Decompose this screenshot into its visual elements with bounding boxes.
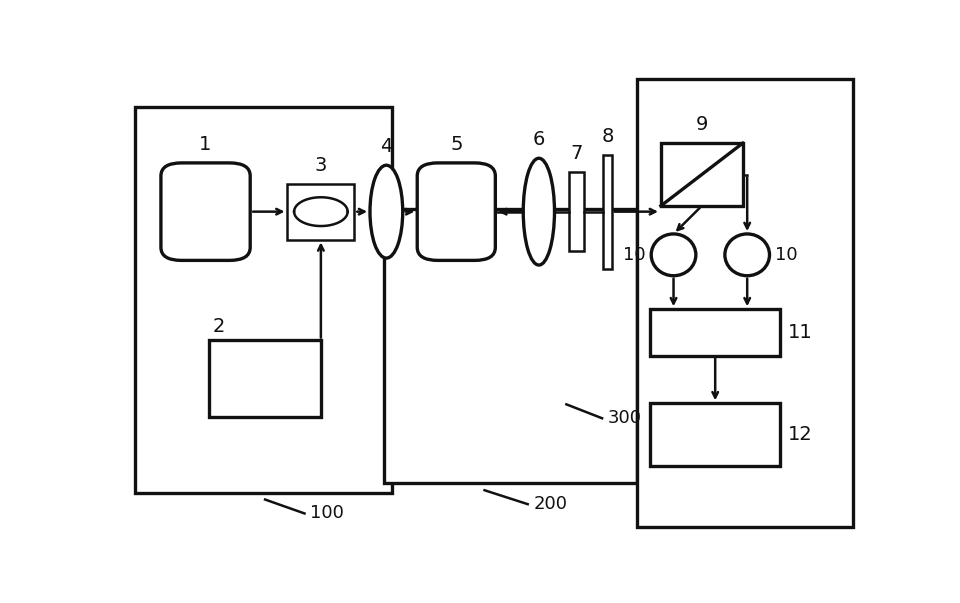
Polygon shape bbox=[294, 197, 348, 226]
Bar bbox=[287, 184, 354, 239]
Bar bbox=[384, 209, 637, 483]
Text: 7: 7 bbox=[570, 144, 583, 163]
Text: 1: 1 bbox=[200, 135, 212, 154]
FancyBboxPatch shape bbox=[161, 163, 251, 260]
Bar bbox=[650, 403, 780, 466]
Text: 300: 300 bbox=[608, 409, 642, 428]
Ellipse shape bbox=[651, 234, 696, 276]
Bar bbox=[209, 341, 321, 417]
Text: 8: 8 bbox=[601, 127, 613, 146]
Text: 9: 9 bbox=[696, 115, 708, 134]
Bar bbox=[603, 155, 612, 268]
Ellipse shape bbox=[523, 158, 555, 265]
Text: 2: 2 bbox=[213, 317, 226, 336]
Text: 12: 12 bbox=[788, 425, 812, 444]
Text: 6: 6 bbox=[533, 130, 545, 149]
Bar bbox=[650, 309, 780, 356]
Text: 200: 200 bbox=[534, 495, 567, 513]
Text: 3: 3 bbox=[315, 156, 327, 175]
Text: 100: 100 bbox=[310, 505, 345, 522]
Text: 11: 11 bbox=[788, 323, 812, 342]
Ellipse shape bbox=[725, 234, 770, 276]
Text: 4: 4 bbox=[380, 137, 393, 156]
Bar bbox=[637, 80, 852, 528]
Text: 10: 10 bbox=[623, 246, 645, 264]
Bar bbox=[568, 172, 584, 251]
Text: 5: 5 bbox=[450, 135, 463, 154]
Bar bbox=[134, 107, 392, 493]
Text: 10: 10 bbox=[776, 246, 798, 264]
FancyBboxPatch shape bbox=[418, 163, 495, 260]
Ellipse shape bbox=[370, 165, 403, 258]
Bar bbox=[660, 143, 743, 206]
